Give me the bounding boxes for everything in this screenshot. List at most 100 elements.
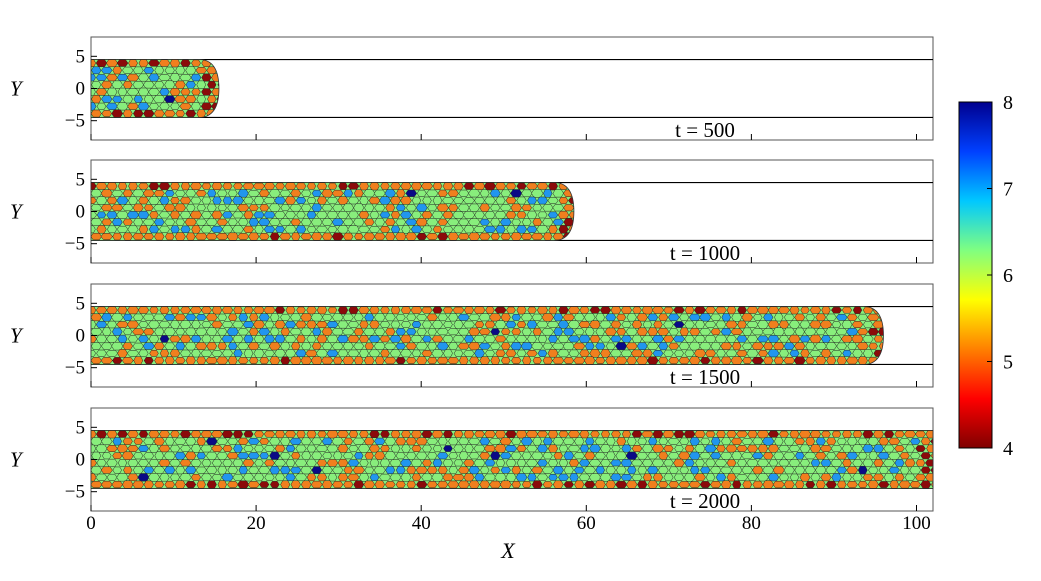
cell xyxy=(153,109,165,118)
cell xyxy=(842,349,852,357)
cell xyxy=(521,218,532,226)
cell xyxy=(532,204,543,212)
cell xyxy=(747,334,758,343)
cell xyxy=(820,459,832,467)
cell xyxy=(567,197,574,204)
cell xyxy=(233,182,243,190)
cell xyxy=(200,444,213,453)
x-axis: 0 20 40 60 80 100 xyxy=(86,513,930,534)
cell xyxy=(395,328,406,336)
cell xyxy=(742,357,753,364)
cell xyxy=(505,211,517,219)
cell xyxy=(431,430,444,439)
cell xyxy=(326,334,339,343)
cell xyxy=(132,466,144,475)
cell xyxy=(270,327,280,336)
cell xyxy=(610,335,622,343)
cell xyxy=(222,459,233,467)
cell xyxy=(164,232,175,241)
cell xyxy=(463,430,475,439)
cell xyxy=(396,189,406,198)
cell xyxy=(520,342,533,351)
cell xyxy=(154,81,165,89)
cell xyxy=(826,437,837,446)
cell xyxy=(783,357,796,365)
cell xyxy=(783,451,796,460)
cell xyxy=(605,451,616,460)
cell xyxy=(846,356,859,365)
cell xyxy=(625,342,638,350)
cell xyxy=(122,218,133,226)
cell xyxy=(406,313,417,321)
cell xyxy=(516,459,527,467)
cell xyxy=(809,349,822,357)
cell xyxy=(610,349,622,358)
cell xyxy=(238,313,249,322)
cell xyxy=(222,225,233,234)
cell xyxy=(569,473,579,482)
cell xyxy=(337,458,349,467)
cell xyxy=(800,349,810,358)
cell xyxy=(321,232,333,241)
cell xyxy=(541,328,554,336)
cell xyxy=(237,480,250,489)
cell xyxy=(520,233,533,240)
cell xyxy=(767,430,780,438)
cell xyxy=(284,349,297,358)
cell xyxy=(91,218,103,226)
cell xyxy=(631,430,643,438)
cell xyxy=(121,357,134,364)
cell xyxy=(510,189,523,198)
cell xyxy=(867,437,879,446)
cell xyxy=(306,197,317,204)
cell xyxy=(578,473,591,481)
cell xyxy=(122,313,133,321)
cell xyxy=(820,473,832,482)
cell xyxy=(279,452,291,460)
cell xyxy=(668,452,680,460)
cell xyxy=(653,320,663,329)
cell xyxy=(663,445,674,452)
cell xyxy=(756,430,770,439)
cell xyxy=(401,225,411,234)
cell xyxy=(232,196,244,205)
cell xyxy=(899,438,911,445)
cell xyxy=(175,189,186,197)
cell xyxy=(369,306,380,315)
cell xyxy=(321,466,333,474)
cell xyxy=(483,473,497,481)
cell xyxy=(520,313,533,322)
cell xyxy=(264,349,275,357)
cell xyxy=(275,473,285,482)
cell xyxy=(737,320,747,329)
cell xyxy=(295,225,307,234)
cell xyxy=(774,437,784,446)
cell xyxy=(191,320,201,329)
cell xyxy=(531,189,544,198)
cell xyxy=(247,481,260,488)
cell xyxy=(185,66,197,75)
cell xyxy=(815,466,827,475)
cell xyxy=(627,466,637,475)
cell xyxy=(679,313,690,322)
cell xyxy=(615,480,628,489)
cell xyxy=(106,87,118,97)
cell xyxy=(620,473,633,481)
cell xyxy=(190,182,202,191)
cell xyxy=(290,313,302,322)
cell xyxy=(275,182,285,190)
cell xyxy=(379,211,391,219)
cell xyxy=(242,321,255,328)
cell xyxy=(143,95,154,104)
cell xyxy=(106,306,118,314)
cell xyxy=(363,232,376,241)
cell xyxy=(180,445,191,452)
cell xyxy=(463,306,475,314)
cell xyxy=(179,430,192,439)
cell xyxy=(846,327,859,336)
cell xyxy=(568,349,580,358)
cell xyxy=(584,481,596,489)
y-axis-label: Y xyxy=(10,200,24,224)
cell xyxy=(353,480,365,489)
cell xyxy=(106,102,118,110)
